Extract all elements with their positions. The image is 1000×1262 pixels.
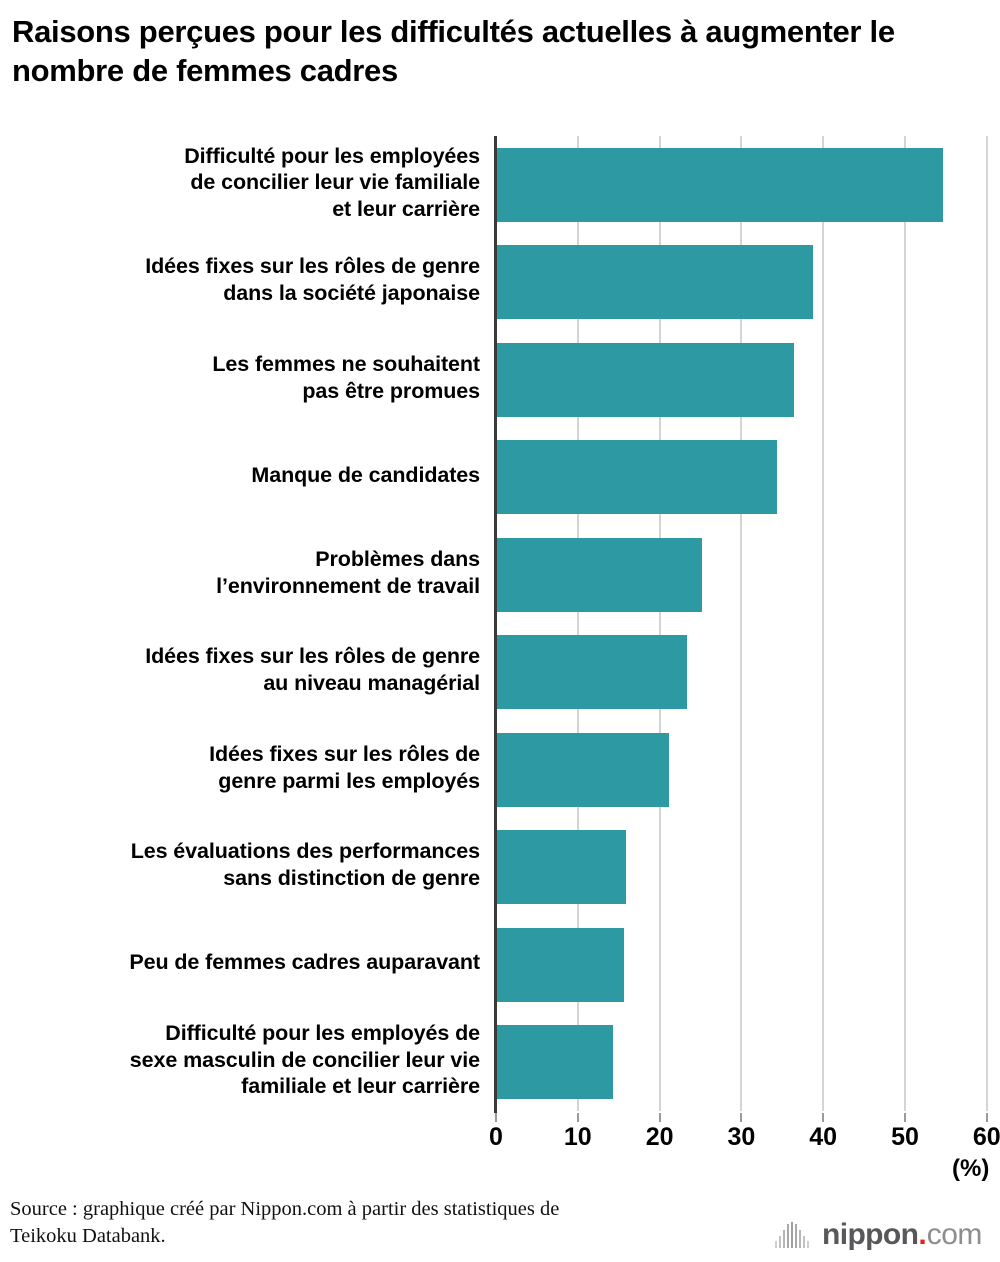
nippon-com-logo[interactable]: nippon . com [775, 1216, 982, 1250]
logo-bar [787, 1224, 789, 1248]
gridline-20 [658, 136, 661, 1111]
logo-dot: . [918, 1218, 927, 1251]
category-label-line: l’environnement de travail [216, 573, 480, 598]
x-tick-label-20: 20 [645, 1123, 674, 1151]
source-line-2: Teikoku Databank. [10, 1225, 166, 1248]
gridline-50 [904, 136, 906, 1111]
category-label-line: familiale et leur carrière [241, 1074, 480, 1099]
category-label: Difficulté pour les employés de sexe masc… [0, 1020, 490, 1100]
category-label-line: Difficulté pour les employés de [165, 1021, 480, 1046]
logo-bar [791, 1222, 793, 1248]
x-tick-mark-30 [740, 1113, 743, 1122]
gridline-60 [985, 136, 988, 1111]
source-line-1: Source : graphique créé par Nippon.com à… [10, 1198, 560, 1220]
bar[interactable] [496, 147, 943, 222]
gridlines-and-bars [496, 136, 988, 1111]
bar[interactable] [496, 927, 625, 1002]
logo-bars-icon [775, 1222, 811, 1248]
x-tick-mark-0 [495, 1113, 497, 1122]
category-label-line: au niveau managérial [263, 671, 480, 696]
category-label: Problèmes dans l’environnement de travail [0, 546, 490, 599]
category-label-line: Difficulté pour les employées [184, 143, 480, 168]
category-label: Manque de candidates [0, 462, 490, 489]
x-tick-label-60: 60 [972, 1123, 1000, 1151]
y-axis-line [494, 136, 497, 1113]
x-tick-label-10: 10 [563, 1123, 592, 1151]
bar[interactable] [496, 732, 670, 807]
logo-bar [799, 1230, 801, 1248]
logo-bar [795, 1224, 797, 1248]
title-line-2: augmenter le nombre de femmes cadres [12, 14, 895, 89]
bar[interactable] [496, 245, 813, 320]
logo-bar [807, 1241, 809, 1248]
category-label-line: sexe masculin de concilier leur vie [129, 1047, 480, 1072]
category-label-line: Peu de femmes cadres auparavant [129, 950, 480, 975]
x-tick-label-30: 30 [727, 1123, 756, 1151]
category-label-line: Idées fixes sur les rôles de genre [145, 644, 480, 669]
bar[interactable] [496, 1025, 613, 1100]
category-label: Idées fixes sur les rôles de genre au niv… [0, 643, 490, 696]
x-axis: (%) 0 10 20 30 40 50 60 [0, 1113, 1000, 1182]
category-label-line: Idées fixes sur les rôles de genre [145, 254, 480, 279]
category-label-line: sans distinction de genre [223, 866, 480, 891]
category-label-line: dans la société japonaise [223, 281, 480, 306]
gridline-10 [576, 136, 579, 1111]
x-tick-mark-20 [658, 1113, 661, 1122]
category-label: Les évaluations des performances sans dis… [0, 838, 490, 891]
logo-name: nippon [822, 1218, 919, 1251]
category-label-line: et leur carrière [332, 196, 480, 221]
category-label-line: Les évaluations des performances [130, 839, 480, 864]
category-label: Difficulté pour les employées de concilie… [0, 143, 490, 223]
source-note: Source : graphique créé par Nippon.com à… [10, 1196, 770, 1251]
x-tick-mark-40 [822, 1113, 825, 1122]
x-tick-label-50: 50 [891, 1123, 919, 1151]
category-label-line: Manque de candidates [251, 462, 480, 487]
bar-chart: Difficulté pour les employées de concilie… [0, 136, 1000, 1116]
x-tick-label-40: 40 [809, 1123, 838, 1151]
bar[interactable] [496, 440, 777, 515]
x-tick-mark-10 [576, 1113, 579, 1122]
category-label-line: Idées fixes sur les rôles de [209, 741, 480, 766]
category-label-line: genre parmi les employés [218, 768, 480, 793]
x-tick-mark-50 [904, 1113, 906, 1122]
category-label: Peu de femmes cadres auparavant [0, 949, 490, 976]
category-label-line: Les femmes ne souhaitent [212, 351, 480, 376]
category-label-line: pas être promues [302, 378, 480, 403]
category-label: Idées fixes sur les rôles de genre dans l… [0, 253, 490, 306]
logo-bar [779, 1236, 781, 1248]
title-line-1: Raisons perçues pour les difficultés act… [12, 14, 698, 49]
gridline-30 [740, 136, 743, 1111]
gridline-40 [822, 136, 825, 1111]
category-label-line: Problèmes dans [315, 546, 480, 571]
page-title: Raisons perçues pour les difficultés act… [12, 12, 972, 91]
bar[interactable] [496, 537, 703, 612]
footer-divider [0, 1186, 1000, 1187]
category-label: Idées fixes sur les rôles de genre parmi … [0, 741, 490, 794]
bar[interactable] [496, 635, 687, 710]
logo-bar [803, 1236, 805, 1248]
category-label: Les femmes ne souhaitent pas être promues [0, 351, 490, 404]
bar[interactable] [496, 830, 627, 905]
category-label-column: Difficulté pour les employées de concilie… [0, 136, 490, 1111]
x-tick-label-0: 0 [489, 1123, 503, 1151]
x-axis-unit-label: (%) [952, 1155, 990, 1182]
bar[interactable] [496, 342, 794, 417]
logo-tld: com [926, 1218, 983, 1251]
logo-bar [775, 1241, 777, 1248]
logo-bar [783, 1230, 785, 1248]
category-label-line: de concilier leur vie familiale [190, 170, 480, 195]
x-tick-mark-60 [985, 1113, 988, 1122]
